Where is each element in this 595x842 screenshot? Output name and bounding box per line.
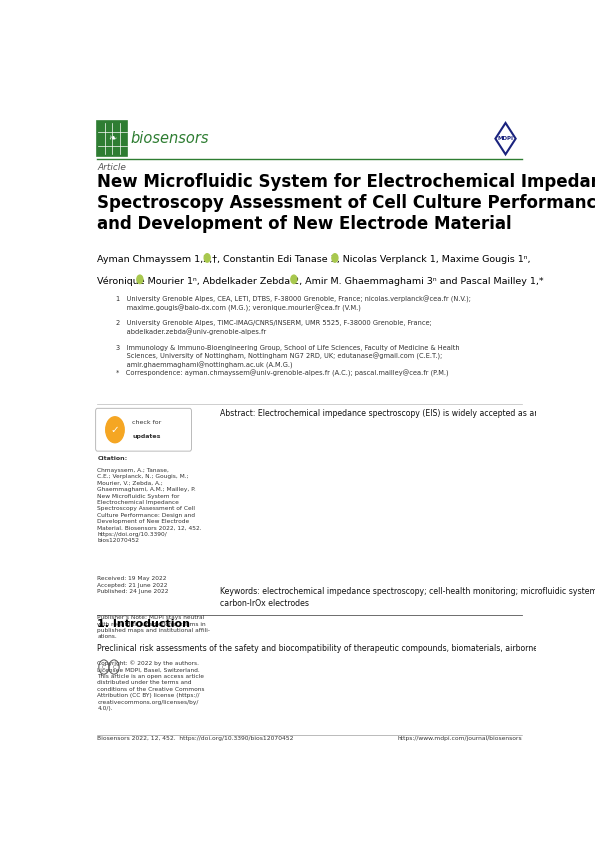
Polygon shape: [496, 123, 516, 154]
Text: Chmayssem, A.; Tanase,
C.E.; Verplanck, N.; Gougis, M.;
Mourier, V.; Zebda, A.;
: Chmayssem, A.; Tanase, C.E.; Verplanck, …: [98, 468, 202, 543]
Text: New Microfluidic System for Electrochemical Impedance
Spectroscopy Assessment of: New Microfluidic System for Electrochemi…: [98, 173, 595, 233]
Text: Biosensors 2022, 12, 452.  https://doi.org/10.3390/bios12070452: Biosensors 2022, 12, 452. https://doi.or…: [98, 736, 294, 741]
Text: Copyright: © 2022 by the authors.
Licensee MDPI, Basel, Switzerland.
This articl: Copyright: © 2022 by the authors. Licens…: [98, 661, 205, 711]
Circle shape: [332, 253, 338, 262]
Text: biosensors: biosensors: [131, 131, 209, 147]
Circle shape: [106, 417, 124, 443]
Text: Véronique Mourier 1ⁿ, Abdelkader Zebda 2, Amir M. Ghaemmaghami 3ⁿ and Pascal Mai: Véronique Mourier 1ⁿ, Abdelkader Zebda 2…: [98, 277, 544, 286]
Text: Preclinical risk assessments of the safety and biocompatibility of therapeutic c: Preclinical risk assessments of the safe…: [98, 643, 595, 653]
Text: 1. Introduction: 1. Introduction: [98, 619, 190, 629]
Text: ✓: ✓: [111, 424, 120, 434]
Text: Publisher's Note: MDPI stays neutral
with regard to jurisdictional claims in
pub: Publisher's Note: MDPI stays neutral wit…: [98, 616, 211, 639]
Text: 2   University Grenoble Alpes, TIMC-IMAG/CNRS/INSERM, UMR 5525, F-38000 Grenoble: 2 University Grenoble Alpes, TIMC-IMAG/C…: [116, 320, 431, 334]
Text: *   Correspondence: ayman.chmayssem@univ-grenoble-alpes.fr (A.C.); pascal.maille: * Correspondence: ayman.chmayssem@univ-g…: [116, 370, 449, 376]
Text: https://www.mdpi.com/journal/biosensors: https://www.mdpi.com/journal/biosensors: [397, 736, 522, 741]
FancyBboxPatch shape: [98, 121, 127, 156]
Text: Article: Article: [98, 163, 126, 173]
FancyBboxPatch shape: [96, 408, 192, 451]
Text: ❧: ❧: [108, 134, 117, 144]
Text: Received: 19 May 2022
Accepted: 21 June 2022
Published: 24 June 2022: Received: 19 May 2022 Accepted: 21 June …: [98, 576, 169, 594]
Text: updates: updates: [132, 434, 161, 439]
Text: C: C: [112, 664, 115, 669]
Text: Keywords: electrochemical impedance spectroscopy; cell-health monitoring; microf: Keywords: electrochemical impedance spec…: [220, 588, 595, 608]
Text: Citation:: Citation:: [98, 456, 128, 461]
Text: 1   University Grenoble Alpes, CEA, LETI, DTBS, F-38000 Grenoble, France; nicola: 1 University Grenoble Alpes, CEA, LETI, …: [116, 296, 471, 312]
Text: Abstract: Electrochemical impedance spectroscopy (EIS) is widely accepted as an : Abstract: Electrochemical impedance spec…: [220, 409, 595, 418]
Circle shape: [291, 275, 297, 284]
Circle shape: [137, 275, 143, 284]
Text: check for: check for: [132, 420, 161, 425]
Text: C: C: [102, 664, 105, 669]
Text: Ayman Chmayssem 1,2,†, Constantin Edi Tanase 3, Nicolas Verplanck 1, Maxime Goug: Ayman Chmayssem 1,2,†, Constantin Edi Ta…: [98, 255, 531, 264]
Text: MDPI: MDPI: [497, 136, 513, 141]
Circle shape: [204, 253, 210, 262]
Text: 3   Immunology & Immuno-Bioengineering Group, School of Life Sciences, Faculty o: 3 Immunology & Immuno-Bioengineering Gro…: [116, 345, 459, 369]
